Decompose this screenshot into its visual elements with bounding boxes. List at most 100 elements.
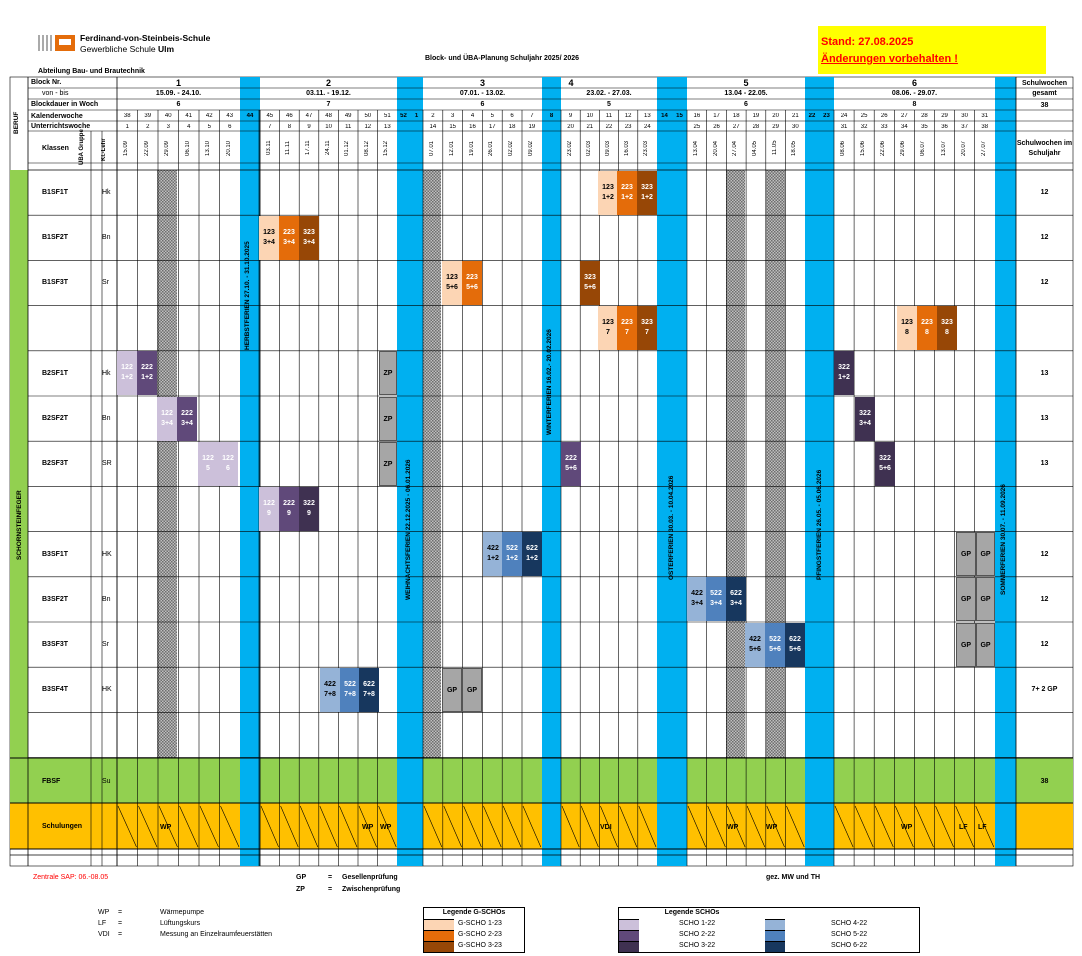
kw-b4-4: 13 [644, 113, 651, 119]
kw-b2-6: 51 [384, 113, 391, 119]
block-cell-c23: 122 6 [218, 441, 238, 486]
legend-g-item-2: G-SCHO 2-23 [458, 931, 502, 938]
diag-14 [443, 805, 462, 848]
class-teacher-5: Bn [102, 415, 111, 422]
uw-b6-1: 32 [860, 124, 868, 130]
gp-text: Gesellenprüfung [342, 874, 398, 881]
block-cell-c27: 222 9 [279, 486, 299, 531]
date-b5-4: 11.05 [771, 140, 778, 156]
class-weeks-2: 12 [1040, 279, 1049, 287]
date-b4-4: 23.03 [643, 140, 650, 156]
block-cell-number: 522 [506, 545, 518, 553]
uw-b5-5: 30 [792, 124, 799, 130]
date-b5-3: 04.05 [751, 140, 758, 156]
diag-33 [895, 805, 914, 848]
label-blockdauer: Blockdauer in Woch [31, 101, 99, 108]
uw-b2-5: 12 [364, 124, 372, 130]
legend-s-swatch-5 [765, 930, 785, 941]
class-teacher-11: HK [102, 686, 112, 694]
diag-9 [319, 805, 338, 848]
block-cell-c13: 123 8 [897, 306, 917, 351]
uw-b6-4: 35 [921, 124, 928, 130]
kw-holiday-h4b: 15 [676, 113, 683, 119]
zp-mark-1: ZP [379, 351, 397, 396]
wp-text: Wärmepumpe [160, 909, 204, 916]
pattern-col-2 [423, 170, 441, 758]
block-cell-number: 622 [789, 635, 801, 643]
kw-b2-4: 49 [344, 113, 352, 119]
zp-text: Zwischenprüfung [342, 886, 401, 893]
gp-abbr: GP [296, 874, 307, 881]
school-subtitle-a: Gewerbliche Schule [80, 44, 158, 54]
wp-eq: = [118, 909, 123, 916]
block-cell-c36: 522 5+6 [765, 622, 785, 667]
block-cell-number: 222 [283, 499, 295, 507]
class-weeks-4: 13 [1040, 369, 1049, 377]
block-cell-number: 422 [691, 590, 703, 598]
block-cell-number: 223 [283, 228, 295, 236]
uw-b3-1: 15 [449, 124, 457, 130]
block-cell-c37: 622 5+6 [785, 622, 805, 667]
kw-b1-1: 39 [144, 113, 152, 119]
zp-mark-3: ZP [379, 441, 397, 486]
beruf-name: SCHORNSTEINFEGER [16, 490, 23, 560]
legend-g-swatch-2 [424, 930, 454, 941]
date-b6-5: 13.07 [940, 140, 947, 156]
date-b3-2: 19.01 [468, 140, 475, 156]
class-weeks-1: 12 [1040, 234, 1049, 242]
block-cell-group: 5+6 [446, 283, 458, 291]
block-cell-number: 223 [621, 183, 633, 191]
diag-2 [158, 805, 178, 848]
block-cell-number: 222 [565, 454, 577, 462]
uw-b6-2: 33 [880, 124, 888, 130]
block-cell-group: 5+6 [769, 645, 781, 653]
label-kalenderwoche: Kalenderwoche [31, 113, 83, 120]
uw-b5-2: 27 [732, 124, 740, 130]
block-4-dauer: 5 [607, 101, 611, 108]
kw-b6-3: 27 [901, 113, 908, 119]
uw-b1-1: 2 [146, 124, 150, 130]
school-subtitle: Gewerbliche Schule Ulm [80, 44, 174, 54]
block-cell-c15: 323 8 [937, 306, 957, 351]
schulungen-label: Schulungen [42, 823, 83, 830]
block-cell-number: 322 [838, 364, 850, 372]
block-cell-number: 522 [710, 590, 722, 598]
stand-box: Stand: 27.08.2025 Änderungen vorbehalten… [818, 26, 1046, 74]
vdi-text: Messung an Einzelraumfeuerstätten [160, 931, 273, 938]
block-cell-c12: 323 7 [637, 306, 657, 351]
block-cell-group: 1+2 [602, 193, 614, 201]
block-cell-group: 1+2 [838, 374, 850, 382]
uw-b1-4: 5 [207, 124, 211, 130]
block-cell-group: 1+2 [506, 555, 518, 563]
block-cell-c14: 223 8 [917, 306, 937, 351]
block-cell-group: 9 [267, 509, 271, 517]
block-cell-group: 3+4 [263, 238, 275, 246]
block-cell-group: 3+4 [283, 238, 295, 246]
uw-b6-5: 36 [941, 124, 948, 130]
block-6-range: 08.06. - 29.07. [891, 90, 938, 97]
block-cell-number: 122 [263, 499, 275, 507]
kw-b3-4: 6 [510, 113, 514, 119]
wp-4: WP [727, 824, 739, 831]
pattern-col-4 [766, 170, 785, 758]
kw-holiday-h3: 8 [549, 113, 554, 119]
block-cell-group: 1+2 [641, 193, 653, 201]
diag-19 [561, 805, 580, 848]
class-weeks-8: 12 [1040, 550, 1049, 558]
block-cell-number: 123 [602, 183, 614, 191]
block-cell-c24: 222 5+6 [561, 441, 581, 486]
block-1-dauer: 6 [176, 101, 181, 108]
kw-b3-1: 3 [451, 113, 455, 119]
kw-holiday-h1: 44 [246, 113, 254, 119]
kw-b5-2: 18 [732, 113, 740, 119]
block-cell-number: 322 [859, 409, 871, 417]
diag-23 [638, 805, 657, 848]
schulwochen-jahr-text: Schulwochen im Schuljahr [1016, 140, 1073, 157]
department: Abteilung Bau- und Brautechnik [38, 68, 145, 75]
block-cell-c33: 522 3+4 [706, 577, 726, 622]
block-cell-number: 222 [141, 364, 153, 372]
kw-b2-3: 48 [325, 113, 332, 119]
class-teacher-8: HK [102, 550, 112, 558]
uw-b1-2: 3 [166, 124, 170, 130]
legend-s-item-4: SCHO 4-22 [831, 920, 868, 927]
